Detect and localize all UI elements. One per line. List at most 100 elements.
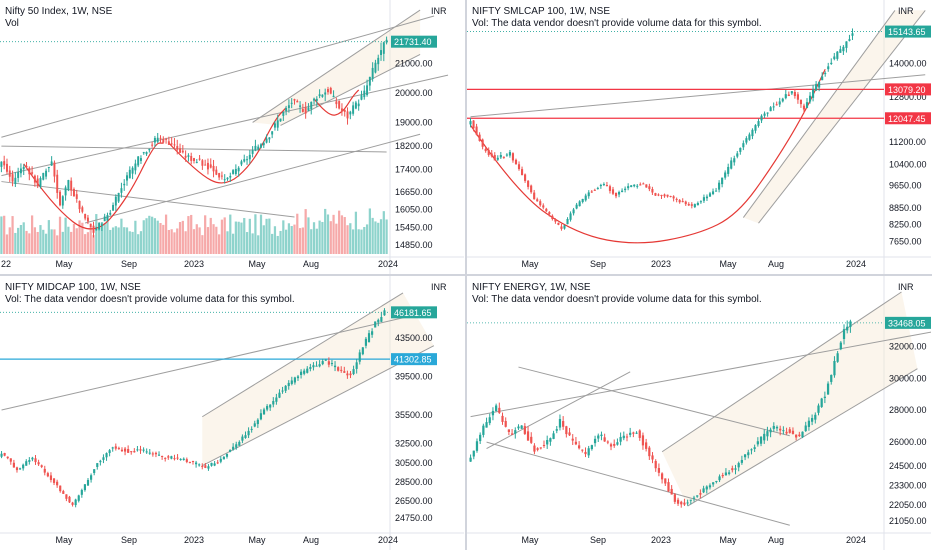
candle-body (824, 73, 827, 75)
candle-body (715, 190, 718, 192)
candle-body (6, 456, 9, 459)
chart-panel-nifty50[interactable]: 21000.00 20000.00 19000.00 18200.00 17400.00… (0, 0, 464, 274)
candle-body (505, 154, 508, 156)
price-badge-label: 41302.85 (394, 355, 432, 365)
candle-body (385, 39, 388, 43)
candle-body (315, 98, 318, 101)
candle-body (533, 445, 536, 452)
volume-bar (357, 229, 360, 254)
x-tick-label: 2023 (651, 535, 671, 545)
candle-body (304, 107, 307, 114)
candle-body (587, 448, 590, 456)
candle-body (849, 321, 852, 328)
price-badge-label: 21731.40 (394, 37, 432, 47)
chart-panel-energy[interactable]: 32000.00 30000.00 28000.00 26000.00 24500.00… (467, 276, 931, 550)
y-tick-label: 20000.00 (395, 88, 433, 98)
candle-body (734, 468, 737, 470)
candle-body (590, 445, 593, 450)
candle-body (45, 170, 48, 177)
candle-body (569, 213, 572, 220)
candle-body (514, 430, 517, 434)
candle-body (346, 373, 349, 376)
trend-line (486, 441, 790, 526)
candle-body (262, 142, 265, 146)
candle-body (142, 152, 145, 154)
volume-bar (245, 232, 249, 254)
candle-body (232, 446, 235, 450)
chart-panel-midcap[interactable]: 43500.00 39500.00 35500.00 32500.00 30500.00… (0, 276, 464, 550)
candle-body (705, 196, 709, 199)
volume-bar (42, 229, 45, 254)
volume-bar (67, 226, 70, 254)
candle-body (237, 167, 240, 172)
volume-bar (287, 223, 291, 254)
midcap-chart-canvas[interactable]: 43500.00 39500.00 35500.00 32500.00 30500.00… (0, 276, 464, 550)
candle-body (346, 111, 349, 119)
volume-bar (19, 224, 23, 254)
volume-bar (251, 233, 254, 254)
candle-body (546, 440, 549, 445)
candle-body (836, 353, 839, 362)
candle-body (724, 172, 727, 178)
volume-bar (0, 216, 3, 254)
candle-body (318, 94, 321, 97)
candle-body (229, 175, 232, 178)
candle-body (660, 473, 664, 480)
candle-body (209, 164, 212, 168)
y-tick-label: 30500.00 (395, 458, 433, 468)
volume-bar (25, 230, 28, 254)
smallcap-chart-canvas[interactable]: 14000.00 12800.00 11200.00 10400.00 9650.00 8… (467, 0, 931, 274)
volume-bar (50, 229, 53, 254)
channel-fill (662, 292, 918, 507)
candle-body (193, 158, 195, 161)
candle-body (368, 76, 371, 86)
x-tick-label: 2023 (651, 259, 671, 269)
x-tick-label: 2023 (184, 259, 204, 269)
candle-body (299, 105, 302, 107)
candle-body (201, 160, 204, 166)
candle-body (164, 457, 167, 459)
candle-body (673, 494, 676, 502)
candle-body (290, 102, 293, 104)
candle-body (611, 189, 615, 194)
y-tick-label: 21000.00 (395, 58, 433, 68)
candle-body (750, 449, 753, 451)
candle-body (805, 102, 809, 108)
nifty50-chart-canvas[interactable]: 21000.00 20000.00 19000.00 18200.00 17400.00… (0, 0, 464, 274)
volume-bar (282, 220, 285, 254)
x-tick-label: Aug (303, 259, 319, 269)
energy-chart-canvas[interactable]: 32000.00 30000.00 28000.00 26000.00 24500.00… (467, 276, 931, 550)
candle-body (191, 461, 195, 463)
candle-body (374, 62, 377, 73)
candle-body (702, 197, 706, 201)
candle-body (243, 159, 246, 162)
candle-body (148, 148, 151, 151)
candle-body (804, 425, 807, 432)
candle-body (357, 103, 360, 107)
candle-body (481, 139, 484, 147)
candle-body (666, 194, 669, 197)
candle-body (358, 352, 361, 362)
chart-title: NIFTY SMLCAP 100, 1W, NSE (472, 6, 611, 17)
volume-bar (240, 222, 243, 254)
panel-divider-horizontal (0, 274, 932, 276)
candle-body (22, 464, 25, 469)
chart-title: NIFTY MIDCAP 100, 1W, NSE (5, 282, 141, 293)
candle-body (566, 219, 569, 225)
volume-bar (273, 226, 277, 254)
candle-body (293, 99, 296, 101)
candle-body (478, 134, 481, 141)
candle-body (599, 184, 602, 187)
candle-body (627, 186, 630, 189)
volume-bar (276, 235, 279, 254)
candle-body (139, 449, 142, 451)
candle-body (578, 201, 581, 207)
volume-bar (187, 216, 190, 254)
chart-panel-smallcap[interactable]: 14000.00 12800.00 11200.00 10400.00 9650.00 8… (467, 0, 931, 274)
volume-bar (173, 232, 176, 254)
candle-body (279, 118, 282, 122)
candle-body (808, 95, 812, 102)
volume-bar (363, 227, 366, 254)
candle-body (469, 121, 472, 125)
